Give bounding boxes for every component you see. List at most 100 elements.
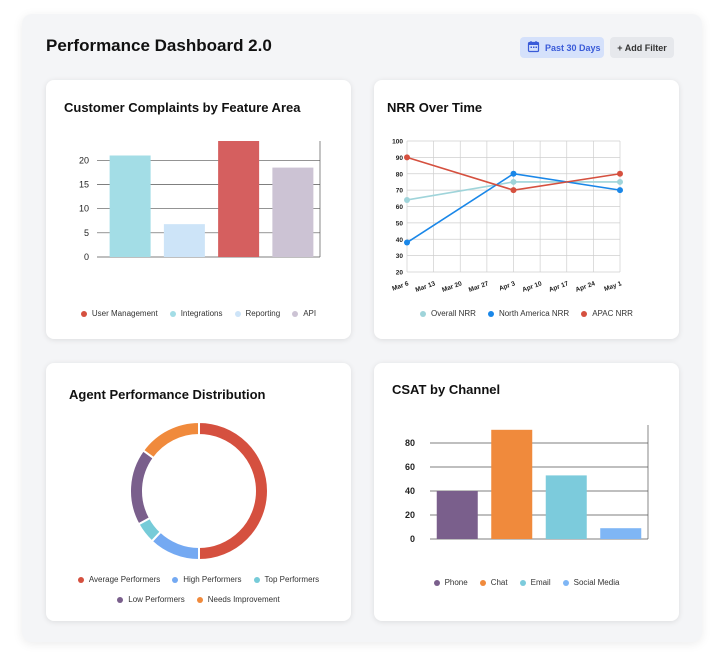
- date-range-button[interactable]: Past 30 Days: [520, 37, 604, 58]
- nrr-chart: 20 30 40 50 60 70 80 90 100 Mar 6 Mar 13 Mar 20 Mar …: [391, 139, 623, 294]
- complaints-legend: User Management Integrations Reporting API: [46, 309, 351, 329]
- bar: [491, 429, 533, 539]
- legend-dot: [479, 579, 486, 586]
- legend-dot: [581, 310, 588, 317]
- legend-dot: [487, 310, 494, 317]
- pie-slice: [141, 420, 200, 460]
- y-tick-label: 90: [396, 155, 404, 162]
- x-tick-label: Mar 20: [441, 280, 463, 294]
- bar: [600, 528, 642, 539]
- legend-label: Low Performers: [128, 595, 185, 604]
- legend-dot: [519, 579, 526, 586]
- add-filter-button[interactable]: + Add Filter: [610, 37, 674, 58]
- x-tick-label: Mar 6: [391, 280, 410, 293]
- y-tick-label: 0: [84, 252, 89, 262]
- csat-chart: 0 20 40 60 80: [405, 425, 649, 544]
- bar: [109, 155, 151, 257]
- bar: [272, 167, 314, 257]
- legend-label: APAC NRR: [592, 309, 633, 318]
- legend-label: High Performers: [183, 575, 242, 584]
- legend-item[interactable]: APAC NRR: [581, 309, 633, 318]
- legend-item[interactable]: Social Media: [562, 578, 619, 587]
- y-tick-label: 10: [79, 204, 89, 214]
- legend-label: Chat: [490, 578, 508, 587]
- nrr-legend: Overall NRR North America NRR APAC NRR: [374, 309, 679, 329]
- csat-legend: Phone Chat Email Social Media: [374, 578, 679, 598]
- legend-item[interactable]: Integrations: [169, 309, 223, 318]
- legend-item[interactable]: Average Performers: [77, 575, 161, 584]
- legend-item[interactable]: Phone: [433, 578, 468, 587]
- x-tick-label: Apr 17: [548, 280, 570, 294]
- nrr-card: NRR Over Time 20 30 40 50 60 70 80 90 100 Mar 6 Ma…: [374, 80, 679, 339]
- legend-item[interactable]: Top Performers: [253, 575, 320, 584]
- y-tick-label: 60: [396, 204, 404, 211]
- legend-item[interactable]: Chat: [479, 578, 508, 587]
- legend-item[interactable]: Low Performers: [117, 595, 185, 604]
- legend-dot: [420, 310, 427, 317]
- agent-legend: Average Performers High Performers Top Per…: [56, 575, 341, 615]
- legend-item[interactable]: North America NRR: [487, 309, 570, 318]
- agent-chart-title: Agent Performance Distribution: [69, 387, 266, 402]
- legend-label: Integrations: [180, 309, 223, 318]
- x-tick-label: Apr 3: [498, 280, 516, 292]
- y-tick-label: 80: [405, 438, 415, 448]
- bar: [218, 141, 260, 257]
- pie-slice: [150, 530, 200, 562]
- complaints-chart-title: Customer Complaints by Feature Area: [64, 100, 301, 115]
- legend-dot: [196, 596, 203, 603]
- y-tick-label: 20: [405, 510, 415, 520]
- y-tick-label: 20: [79, 155, 89, 165]
- csat-card: CSAT by Channel 0 20 40 60 80 Phone Chat Email…: [374, 363, 679, 621]
- legend-label: Average Performers: [88, 575, 161, 584]
- legend-label: North America NRR: [498, 309, 570, 318]
- legend-label: User Management: [91, 309, 158, 318]
- legend-label: Phone: [444, 578, 468, 587]
- complaints-chart: 0 5 10 15 20: [79, 141, 321, 262]
- legend-dot: [169, 310, 176, 317]
- data-point: [510, 187, 517, 194]
- legend-label: API: [303, 309, 317, 318]
- legend-label: Top Performers: [264, 575, 320, 584]
- bar: [436, 491, 478, 539]
- legend-item[interactable]: High Performers: [172, 575, 242, 584]
- y-tick-label: 5: [84, 228, 89, 238]
- bar: [163, 224, 205, 257]
- legend-dot: [234, 310, 241, 317]
- y-tick-label: 100: [392, 139, 403, 146]
- legend-label: Overall NRR: [431, 309, 476, 318]
- legend-dot: [117, 596, 124, 603]
- complaints-card: Customer Complaints by Feature Area 0 5 10…: [46, 80, 351, 339]
- data-point: [404, 239, 410, 246]
- calendar-icon: [527, 41, 540, 54]
- legend-item[interactable]: User Management: [80, 309, 158, 318]
- legend-dot: [433, 579, 440, 586]
- legend-item[interactable]: API: [292, 309, 316, 318]
- data-point: [510, 178, 517, 185]
- legend-dot: [562, 579, 569, 586]
- date-range-label: Past 30 Days: [545, 42, 601, 53]
- bar: [545, 475, 587, 539]
- page-title: Performance Dashboard 2.0: [46, 36, 272, 55]
- pie-slice: [198, 420, 269, 562]
- y-tick-label: 40: [396, 237, 404, 244]
- y-tick-label: 20: [396, 270, 404, 277]
- data-point: [617, 178, 623, 185]
- legend-dot: [80, 310, 87, 317]
- legend-dot: [77, 576, 84, 583]
- y-tick-label: 40: [405, 486, 415, 496]
- data-point: [404, 154, 410, 161]
- legend-item[interactable]: Overall NRR: [420, 309, 476, 318]
- nrr-chart-title: NRR Over Time: [387, 100, 483, 115]
- legend-item[interactable]: Reporting: [234, 309, 280, 318]
- data-point: [404, 196, 410, 203]
- x-tick-label: May 1: [603, 280, 623, 293]
- y-tick-label: 0: [410, 534, 415, 544]
- y-tick-label: 30: [396, 253, 404, 260]
- legend-item[interactable]: Needs Improvement: [196, 595, 280, 604]
- data-point: [617, 170, 623, 177]
- x-tick-label: Apr 10: [521, 280, 543, 294]
- y-tick-label: 50: [396, 220, 404, 227]
- legend-dot: [292, 310, 299, 317]
- legend-item[interactable]: Email: [519, 578, 551, 587]
- agent-performance-card: Agent Performance Distribution Average P…: [46, 363, 351, 621]
